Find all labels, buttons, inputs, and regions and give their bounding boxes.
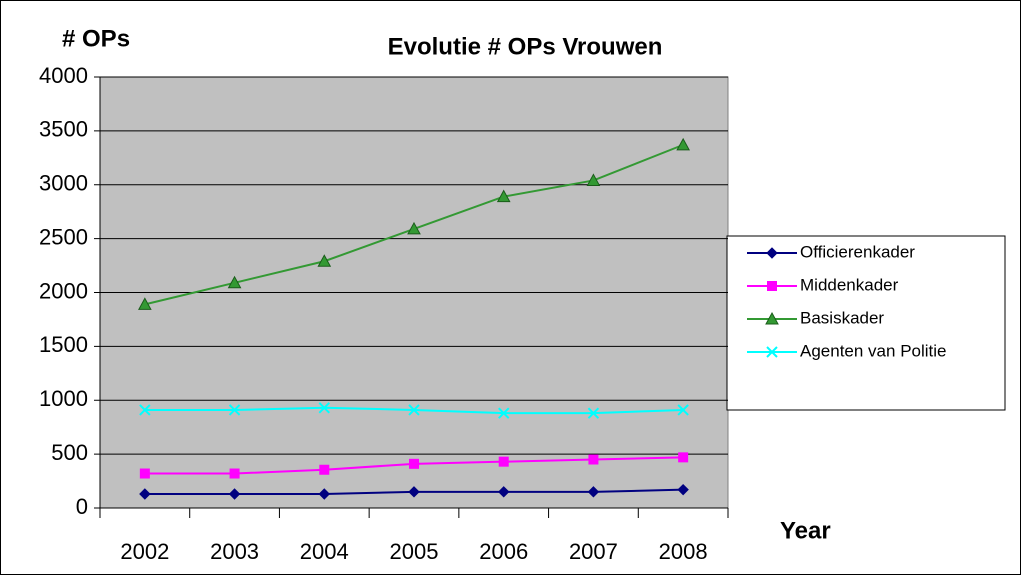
- marker: [588, 454, 599, 465]
- y-tick-label: 2500: [39, 224, 88, 249]
- y-tick-label: 3000: [39, 171, 88, 196]
- y-tick-label: 2000: [39, 278, 88, 303]
- y-tick-label: 500: [51, 440, 88, 465]
- marker: [408, 404, 420, 416]
- x-tick-label: 2003: [210, 539, 259, 564]
- legend-label: Officierenkader: [800, 242, 915, 261]
- marker: [319, 464, 330, 475]
- legend-label: Agenten van Politie: [800, 341, 947, 360]
- marker: [228, 488, 241, 500]
- marker: [677, 483, 689, 496]
- x-axis-label: Year: [780, 517, 831, 544]
- legend-label: Middenkader: [800, 275, 899, 294]
- y-tick-label: 3500: [39, 117, 88, 142]
- marker: [678, 452, 689, 463]
- marker: [318, 488, 330, 500]
- marker: [498, 486, 510, 498]
- marker: [766, 346, 778, 358]
- x-tick-label: 2004: [300, 539, 349, 564]
- marker: [409, 458, 419, 469]
- y-tick-label: 1000: [39, 386, 88, 411]
- y-tick-label: 0: [76, 494, 88, 519]
- marker: [767, 281, 777, 291]
- marker: [317, 254, 332, 267]
- marker: [228, 404, 241, 416]
- marker: [229, 468, 240, 479]
- marker: [318, 402, 330, 414]
- marker: [587, 486, 600, 498]
- x-tick-label: 2006: [479, 539, 528, 564]
- marker: [408, 486, 420, 498]
- y-tick-label: 1500: [39, 332, 88, 357]
- marker: [139, 404, 151, 416]
- marker: [496, 189, 511, 203]
- marker: [586, 173, 601, 186]
- x-tick-label: 2008: [659, 539, 708, 564]
- marker: [138, 297, 152, 310]
- marker: [407, 221, 421, 235]
- chart-title: Evolutie # OPs Vrouwen: [388, 33, 663, 60]
- legend-label: Basiskader: [800, 308, 884, 327]
- marker: [677, 404, 689, 416]
- x-tick-label: 2005: [390, 539, 439, 564]
- y-tick-label: 4000: [39, 63, 88, 88]
- marker: [139, 488, 151, 500]
- marker: [139, 468, 150, 479]
- y-axis-label: # OPs: [62, 25, 130, 52]
- marker: [676, 137, 690, 151]
- marker: [498, 407, 510, 419]
- marker: [765, 311, 779, 325]
- marker: [227, 275, 242, 289]
- marker: [766, 247, 778, 259]
- marker: [498, 456, 509, 467]
- marker: [587, 407, 600, 419]
- x-tick-label: 2002: [120, 539, 169, 564]
- x-tick-label: 2007: [569, 539, 618, 564]
